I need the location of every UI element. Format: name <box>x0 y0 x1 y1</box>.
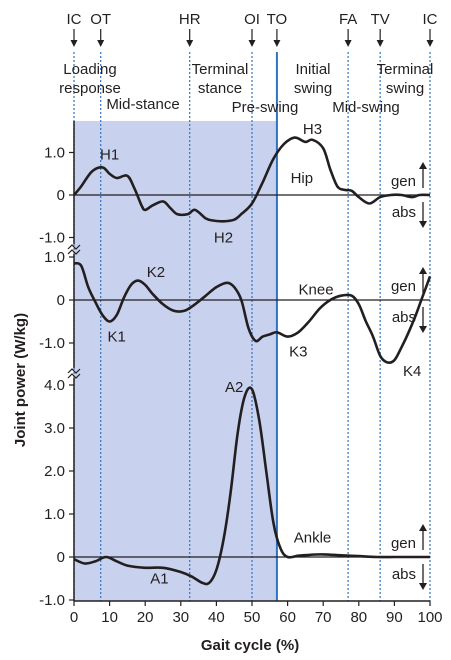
event-arrow-head <box>186 40 194 47</box>
phase-label: Loading <box>63 61 116 78</box>
event-label: IC <box>67 11 82 28</box>
y-tick-label: 0 <box>57 292 65 309</box>
swing-region <box>276 121 430 601</box>
phase-label: Mid-stance <box>106 96 179 113</box>
x-tick-label: 80 <box>350 609 367 626</box>
phase-label: Pre-swing <box>232 99 299 116</box>
ankle-curve <box>73 386 430 586</box>
phase-label: stance <box>198 80 242 97</box>
curve-label: H2 <box>214 230 233 247</box>
abs-label: abs <box>392 566 416 583</box>
phase-label: Terminal <box>377 61 434 78</box>
y-tick-label: 1.0 <box>44 145 65 162</box>
x-tick-label: 100 <box>417 609 442 626</box>
phase-label: swing <box>294 80 332 97</box>
curve-label: H1 <box>100 147 119 164</box>
abs-arrow-head <box>419 221 427 228</box>
event-arrow-head <box>376 40 384 47</box>
gen-arrow-head <box>419 162 427 169</box>
abs-arrow-head <box>419 326 427 333</box>
event-label: OT <box>90 11 111 28</box>
curve-label: A2 <box>225 379 243 396</box>
phase-label: swing <box>386 80 424 97</box>
x-tick-label: 60 <box>279 609 296 626</box>
abs-arrow-head <box>419 583 427 590</box>
y-tick-label: 0 <box>57 549 65 566</box>
knee-curve <box>73 261 432 365</box>
y-tick-label: 3.0 <box>44 420 65 437</box>
x-tick-label: 70 <box>315 609 332 626</box>
event-arrow-head <box>97 40 105 47</box>
x-tick-label: 0 <box>70 609 78 626</box>
event-arrow-head <box>248 40 256 47</box>
phase-label: response <box>59 80 121 97</box>
y-tick-label: 0 <box>57 187 65 204</box>
phase-label: Terminal <box>192 61 249 78</box>
y-tick-label: -1.0 <box>39 335 65 352</box>
phase-label: Initial <box>295 61 330 78</box>
event-label: TO <box>267 11 288 28</box>
curve-label: K4 <box>403 363 421 380</box>
y-tick-label: 4.0 <box>44 377 65 394</box>
y-tick-label: -1.0 <box>39 230 65 247</box>
abs-label: abs <box>392 204 416 221</box>
curve-label: K3 <box>289 344 307 361</box>
axis-break-mark <box>67 244 81 250</box>
curve-label: K1 <box>108 329 126 346</box>
gen-arrow-head <box>419 524 427 531</box>
y-tick-label: 1.0 <box>44 506 65 523</box>
phase-label: Mid-swing <box>332 99 400 116</box>
gen-label: gen <box>391 278 416 295</box>
x-tick-label: 10 <box>101 609 118 626</box>
x-tick-label: 90 <box>386 609 403 626</box>
x-tick-label: 40 <box>208 609 225 626</box>
hip-curve <box>73 136 431 223</box>
gen-label: gen <box>391 173 416 190</box>
gen-label: gen <box>391 535 416 552</box>
y-axis-label: Joint power (W/kg) <box>12 313 29 447</box>
y-tick-label: 2.0 <box>44 463 65 480</box>
event-arrow-head <box>273 40 281 47</box>
curve-label: K2 <box>147 264 165 281</box>
axis-break-mark <box>67 373 81 379</box>
power-curves <box>73 136 432 586</box>
y-tick-label: 1.0 <box>44 249 65 266</box>
event-label: OI <box>244 11 260 28</box>
event-label: HR <box>179 11 201 28</box>
curve-label: Ankle <box>294 530 332 547</box>
curve-label: A1 <box>150 571 168 588</box>
curve-label: Knee <box>299 281 334 298</box>
event-label: IC <box>423 11 438 28</box>
abs-label: abs <box>392 309 416 326</box>
event-arrow-head <box>344 40 352 47</box>
axes: 0 10 20 30 40 50 60 70 80 90 100 1.0 0 -1.0 1.0 0 -1.0 4.… <box>39 121 443 626</box>
x-tick-label: 30 <box>172 609 189 626</box>
axis-break-mark <box>67 368 81 374</box>
event-arrow-head <box>70 40 78 47</box>
gen-arrow-head <box>419 267 427 274</box>
curve-label: Hip <box>291 170 314 187</box>
event-arrow-head <box>426 40 434 47</box>
curve-labels: H1 H2 H3 Hip gen abs K1 K2 K3 K4 Knee gen abs A1 A2 Ank… <box>100 121 427 590</box>
x-tick-label: 20 <box>137 609 154 626</box>
axis-break-mark <box>67 249 81 255</box>
event-label: TV <box>371 11 390 28</box>
x-tick-label: 50 <box>244 609 261 626</box>
event-label: FA <box>339 11 357 28</box>
y-tick-label: -1.0 <box>39 592 65 609</box>
phase-header: IC OT HR OI TO FA TV IC Loading responseMid-stanc… <box>59 11 438 116</box>
curve-label: H3 <box>303 121 322 138</box>
x-axis-label: Gait cycle (%) <box>201 637 299 654</box>
